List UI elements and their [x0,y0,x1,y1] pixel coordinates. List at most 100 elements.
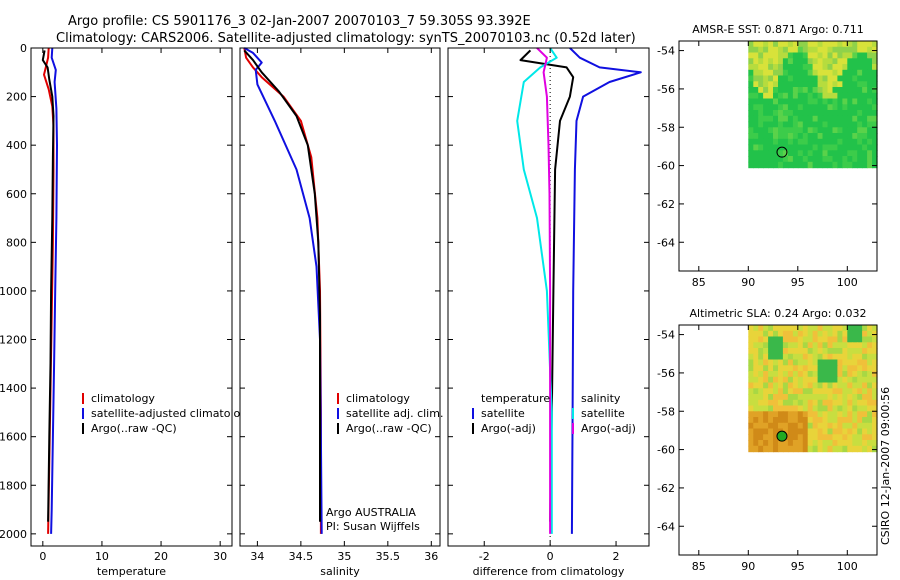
sla_map-cell [817,342,824,349]
sla_map-cell [817,348,824,355]
sla_map-cell [807,342,814,349]
sst_map-cell [832,81,839,88]
sla_map-cell [758,336,764,343]
sla_map-cell [872,422,878,430]
sst_map-cell [837,64,843,71]
sla_map-cell [847,348,853,355]
sst_map-cell [748,127,754,134]
sst_map-cell [812,121,819,128]
sst_map-cell [837,110,843,117]
sst_map-cell [817,156,824,163]
sst_map-cell [827,92,834,100]
sst_map-cell [812,69,819,77]
sst_map-cell [792,156,799,163]
salinity-axes-frame [239,47,441,547]
sla_map-cell [748,359,754,366]
sla_map-cell [862,365,868,372]
sst_map-cell [872,150,878,157]
sla_map-cell [812,342,819,349]
sla_map-cell [847,336,853,343]
sla_map-cell [758,353,764,361]
sla_map-cell [847,325,853,332]
sla_map-cell [867,388,873,395]
sst_map-cell [817,64,824,71]
sst_map-cell [837,69,843,77]
sst_map-cell [847,144,853,151]
sst_map-cell [807,81,814,88]
sla_map-cell [822,399,829,407]
sla_map-cell [812,428,819,435]
sla_map-cell [773,336,779,343]
sst_map-cell [852,110,858,117]
temperature-legend-item-1-label: satellite-adjusted climatology [91,407,254,420]
sla_map-cell [817,417,824,424]
sla_map-cell [787,353,794,361]
sla_map-cell [748,411,754,418]
sst_map-cell [758,58,764,65]
sla_map-cell [773,325,779,332]
sst_map-cell [842,69,848,77]
sst_map-cell [773,41,779,48]
sst_map-cell [807,150,814,157]
sst_map-cell [867,92,873,100]
sla_map-cell [768,325,774,332]
sst_map-cell [847,69,853,77]
sla_map-cell [817,371,824,378]
sst_map-cell [832,104,839,111]
sst_map-cell [748,115,754,123]
sla_map-cell [857,422,863,430]
sla_map-cell [812,434,819,441]
sla_map-cell [812,336,819,343]
sst_map-cell [812,161,819,169]
sla_map-cell [817,359,824,366]
sla_map-cell [822,411,829,418]
sla_map-cell [763,388,769,395]
sla_map-cell [857,445,863,453]
sst_map-cell [748,41,754,48]
temperature-ytick-label: 2000 [0,528,27,541]
sla_map-cell [792,417,799,424]
temperature-ytick-label: 1400 [0,382,27,395]
sst_map-cell [797,161,804,169]
sst_map-cell [817,75,824,82]
sst_map-ytick-label: -64 [657,236,675,249]
sla_map-cell [778,382,784,389]
sla_map-cell [763,336,769,343]
sst_map-cell [797,75,804,82]
sla_map-cell [842,336,848,343]
sst_map-cell [822,144,829,151]
sla_map-cell [768,348,774,355]
sla_map-cell [837,417,843,424]
salinity-chart: 34 34.5 35 35.5 36 salinity climatology satelli… [239,47,443,578]
salinity-legend-item-2-label: Argo(..raw -QC) [346,422,432,435]
sst_map-cell [787,87,794,94]
sla_map-cell [792,405,799,412]
sst_map-cell [778,161,784,169]
sst_map-cell [837,104,843,111]
sla_map-cell [748,330,754,338]
sst_map-cell [797,104,804,111]
sst_map-cell [763,133,769,140]
sla_map-cell [872,336,878,343]
sst_map-cell [827,41,834,48]
sla_map-cell [802,376,809,384]
sst_map-cell [807,104,814,111]
sst_map-cell [852,138,858,146]
sla_map-ytick-label: -54 [657,329,675,342]
sla_map-cell [817,411,824,418]
sla_map-cell [827,353,834,361]
sla_map-cell [748,422,754,430]
sst_map-cell [827,64,834,71]
temperature-ytick-label: 600 [6,188,27,201]
sst_map-cell [857,161,863,169]
sst_map-cell [837,92,843,100]
sla_map-cell [782,342,789,349]
sla_map-cell [778,325,784,332]
sst_map-cell [753,156,759,163]
sla_map-cell [753,325,759,332]
sla_map-cell [802,405,809,412]
sla_map-cell [802,422,809,430]
sst_map-cell [768,121,774,128]
sst_map-cell [778,104,784,111]
sla_map-cell [778,365,784,372]
